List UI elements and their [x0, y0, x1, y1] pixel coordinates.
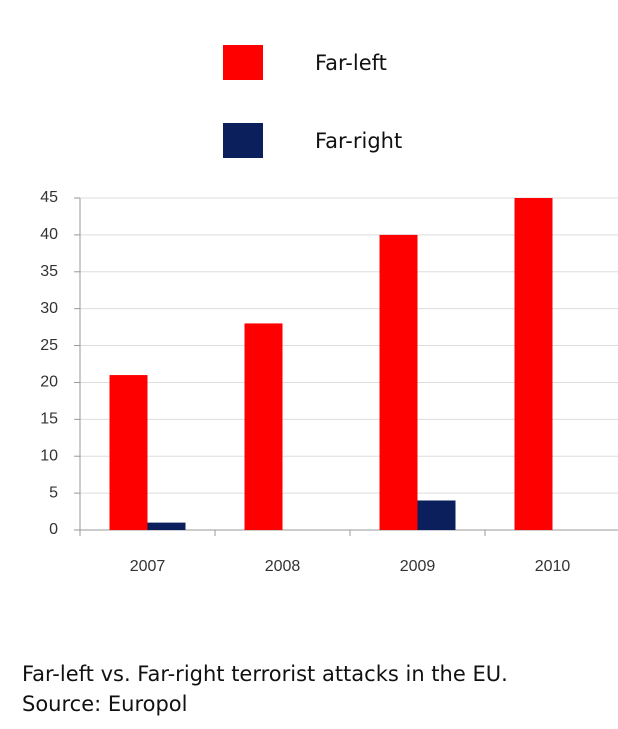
bar: [514, 198, 553, 530]
x-tick-label: 2010: [535, 558, 571, 575]
caption: Far-left vs. Far-right terrorist attacks…: [22, 662, 508, 686]
y-tick-label: 20: [40, 374, 58, 391]
y-tick-label: 40: [40, 226, 58, 243]
legend-label: Far-right: [315, 129, 402, 153]
y-tick-label: 0: [49, 521, 58, 538]
legend-swatch: [223, 45, 263, 80]
bar: [417, 500, 456, 530]
bar: [147, 522, 186, 530]
y-tick-label: 35: [40, 263, 58, 280]
x-tick-label: 2009: [400, 558, 436, 575]
bar: [244, 323, 283, 530]
bar: [379, 234, 418, 530]
y-tick-label: 45: [40, 189, 58, 206]
bar: [109, 375, 148, 530]
x-tick-label: 2008: [265, 558, 301, 575]
caption: Source: Europol: [22, 692, 188, 716]
legend-swatch: [223, 123, 263, 158]
y-tick-label: 10: [40, 447, 58, 464]
y-tick-label: 15: [40, 411, 58, 428]
x-tick-label: 2007: [130, 558, 166, 575]
y-tick-label: 30: [40, 300, 58, 317]
legend-label: Far-left: [315, 51, 387, 75]
y-tick-label: 25: [40, 337, 58, 354]
y-tick-label: 5: [49, 484, 58, 501]
